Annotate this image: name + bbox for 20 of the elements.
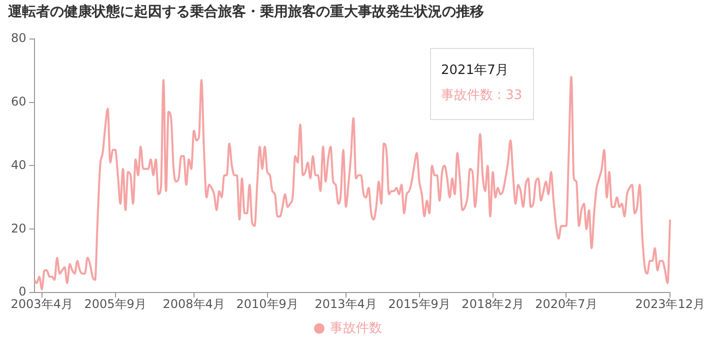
legend-label: 事故件数 [330,320,382,336]
x-tick-label: 2013年4月 [314,296,377,311]
annotation: 事故件数 : 33 [441,87,523,105]
x-tick-label: 2020年7月 [535,296,598,311]
y-tick-label: 20 [10,221,26,236]
x-tick-label: 2003年4月 [10,296,73,311]
line-series [33,76,672,290]
x-tick-label: 2010年9月 [236,296,298,311]
x-tick-label: 2008年4月 [162,296,225,311]
x-tick-label: 2023年12月 [635,296,705,311]
annotation: 2021年7月 [441,62,510,80]
x-tick-label: 2018年2月 [462,296,524,311]
x-tick-label: 2015年9月 [388,296,450,311]
y-tick-label: 80 [10,30,26,45]
chart-title: 運転者の健康状態に起因する乗合旅客・乗用旅客の重大事故発生状況の推移 [7,3,484,20]
tooltip-box: 2021年7月 事故件数 : 33 [430,48,534,120]
x-tick-label: 2005年9月 [84,296,146,311]
y-tick-label: 40 [10,158,26,172]
y-tick-label: 0 [18,284,26,299]
y-tick-label: 60 [10,94,26,108]
